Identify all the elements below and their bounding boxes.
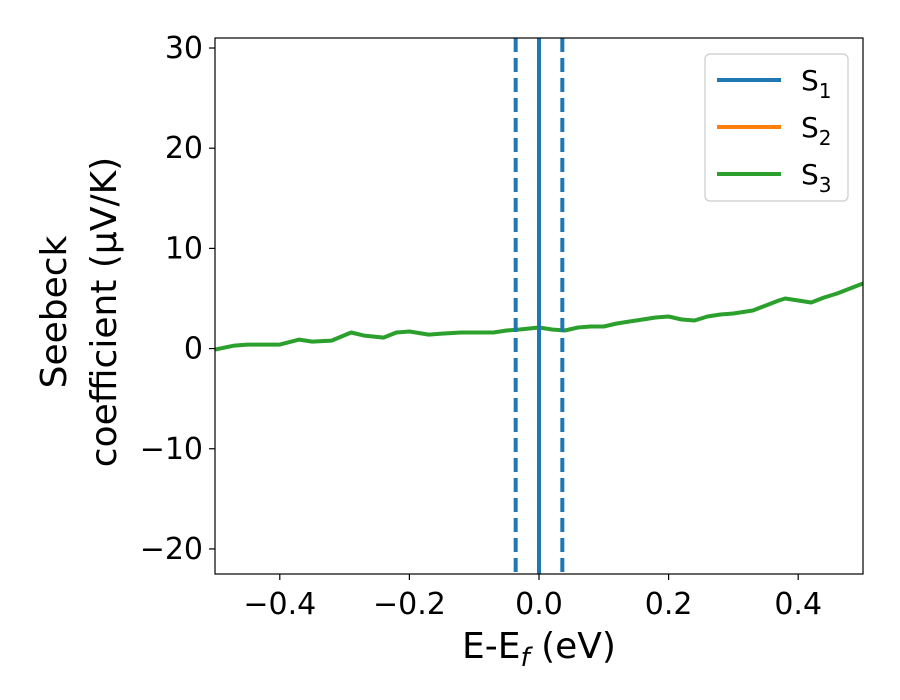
y-axis: −20 −10 0 10 20 30 — [140, 31, 215, 567]
x-axis-label-unit: (eV) — [530, 626, 616, 667]
x-tick-label: 0.2 — [645, 587, 693, 622]
x-tick-label: −0.4 — [243, 587, 316, 622]
y-tick-label: −10 — [140, 432, 203, 467]
x-tick-label: 0.4 — [774, 587, 822, 622]
y-tick-label: 10 — [165, 231, 203, 266]
x-tick-label: 0.0 — [515, 587, 563, 622]
x-axis-label: E-Ef (eV) — [462, 626, 616, 673]
legend-label-s1: S1 — [801, 64, 832, 103]
y-tick-label: 20 — [165, 131, 203, 166]
series-line-s3 — [215, 281, 863, 352]
y-tick-label: −20 — [140, 532, 203, 567]
x-tick-label: −0.2 — [373, 587, 446, 622]
y-tick-label: 0 — [184, 332, 203, 367]
y-axis-label: Seebeck coefficient (μV/K) — [34, 157, 125, 467]
x-axis: −0.4 −0.2 0.0 0.2 0.4 — [243, 574, 822, 622]
legend-label-s2: S2 — [801, 111, 832, 150]
legend: S1 S2 S3 — [704, 53, 849, 202]
x-axis-label-base: E-E — [462, 626, 520, 667]
y-axis-label-line2: coefficient (μV/K) — [84, 157, 125, 467]
plot-area — [215, 38, 863, 574]
y-axis-label-line1: Seebeck — [34, 235, 75, 388]
y-tick-label: 30 — [165, 31, 203, 66]
legend-label-s3: S3 — [801, 158, 832, 197]
